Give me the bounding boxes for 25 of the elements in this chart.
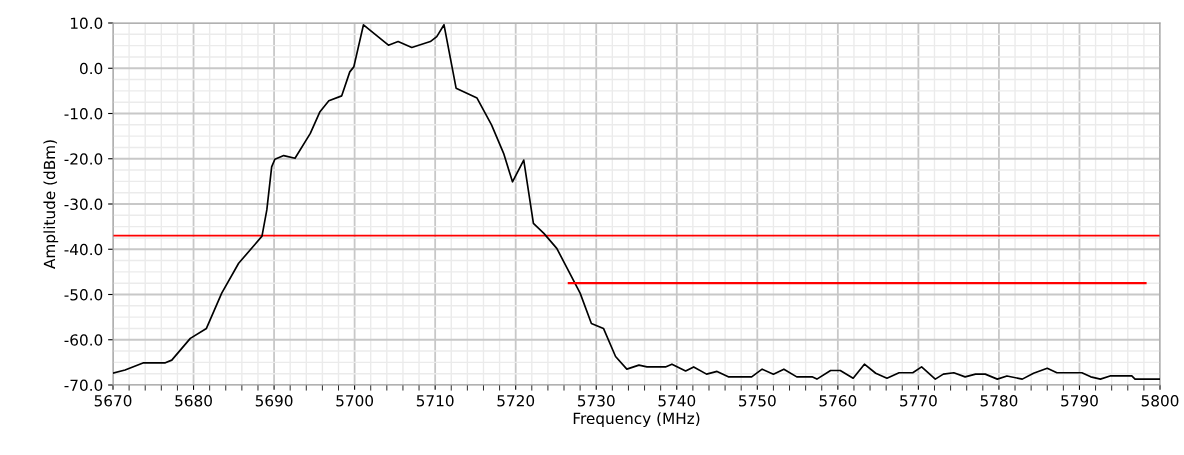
x-tick-label: 5780 <box>980 394 1018 407</box>
y-tick-label: -70.0 <box>64 379 103 392</box>
x-tick-label: 5740 <box>658 394 696 407</box>
x-tick-label: 5800 <box>1141 394 1179 407</box>
y-tick-label: -40.0 <box>64 243 103 256</box>
x-tick-label: 5700 <box>336 394 374 407</box>
y-tick-label: -60.0 <box>64 334 103 346</box>
x-tick-label: 5680 <box>175 394 212 407</box>
x-tick-label: 5730 <box>577 394 615 407</box>
x-tick-label: 5720 <box>497 394 535 407</box>
x-tick-label: 5760 <box>819 394 857 407</box>
x-tick-label: 5770 <box>900 394 937 407</box>
y-tick-label: 10.0 <box>70 17 103 30</box>
y-tick-label: -30.0 <box>64 198 103 211</box>
x-axis-title: Frequency (MHz) <box>573 412 700 428</box>
y-axis-title: Amplitude (dBm) <box>43 140 59 269</box>
x-tick-label: 5690 <box>255 394 293 407</box>
x-tick-label: 5670 <box>94 394 132 407</box>
x-tick-label: 5710 <box>416 394 454 407</box>
y-tick-label: -20.0 <box>64 153 103 165</box>
x-tick-label: 5750 <box>739 394 776 407</box>
y-tick-label: -10.0 <box>64 107 103 120</box>
y-tick-label: -50.0 <box>64 288 103 301</box>
y-tick-label: 0.0 <box>79 62 103 75</box>
x-tick-label: 5790 <box>1061 394 1098 407</box>
